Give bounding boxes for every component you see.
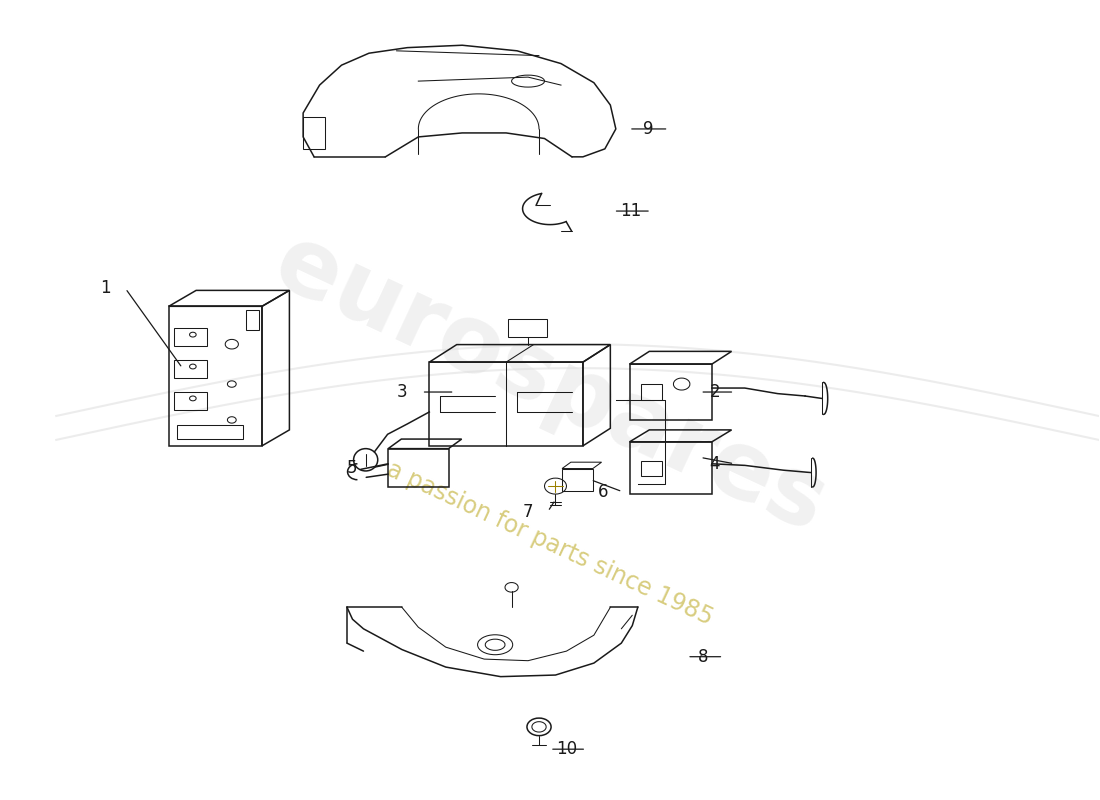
Text: 10: 10 bbox=[556, 740, 578, 758]
Bar bbox=[508, 319, 547, 337]
Bar bbox=[640, 462, 662, 476]
Text: 1: 1 bbox=[100, 279, 111, 298]
Text: 5: 5 bbox=[348, 458, 358, 477]
Bar bbox=[174, 360, 207, 378]
Text: 11: 11 bbox=[620, 202, 641, 220]
Bar bbox=[640, 384, 662, 400]
Text: 8: 8 bbox=[698, 648, 708, 666]
Bar bbox=[304, 117, 326, 149]
Text: 6: 6 bbox=[597, 482, 608, 501]
Text: 3: 3 bbox=[397, 383, 407, 401]
Bar bbox=[174, 328, 207, 346]
Text: 7: 7 bbox=[522, 502, 534, 521]
Bar bbox=[174, 392, 207, 410]
Bar bbox=[177, 425, 243, 439]
Bar bbox=[245, 310, 258, 330]
Text: 9: 9 bbox=[644, 120, 654, 138]
Text: 4: 4 bbox=[710, 454, 719, 473]
Text: eurospares: eurospares bbox=[260, 216, 840, 552]
Text: a passion for parts since 1985: a passion for parts since 1985 bbox=[383, 457, 717, 630]
Text: 2: 2 bbox=[710, 383, 719, 401]
